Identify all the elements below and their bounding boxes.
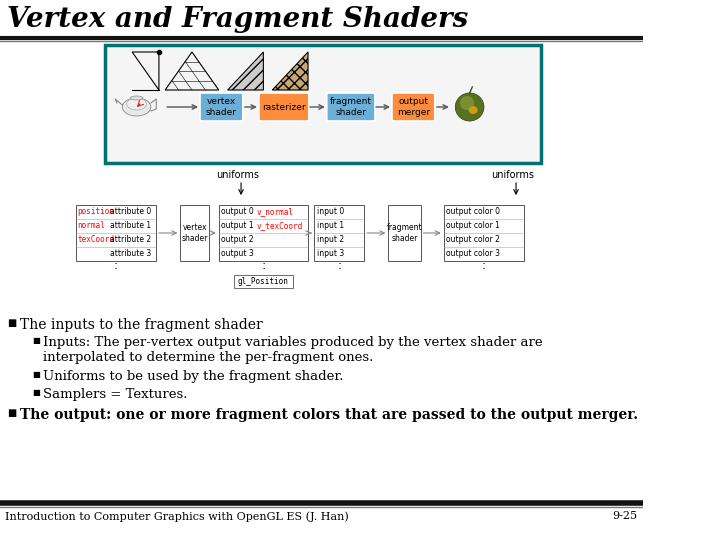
Text: output color 2: output color 2 <box>446 235 500 245</box>
FancyBboxPatch shape <box>314 205 364 261</box>
Text: input 0: input 0 <box>317 207 344 217</box>
Text: v_texCoord: v_texCoord <box>256 221 302 231</box>
Text: fragment
shader: fragment shader <box>387 224 422 242</box>
Text: attribute 0: attribute 0 <box>110 207 151 217</box>
FancyBboxPatch shape <box>392 93 435 121</box>
FancyBboxPatch shape <box>219 205 308 261</box>
Polygon shape <box>228 52 264 90</box>
Text: :: : <box>482 259 486 272</box>
Text: ■: ■ <box>7 318 17 328</box>
Text: output color 0: output color 0 <box>446 207 500 217</box>
Text: normal: normal <box>78 221 105 231</box>
Polygon shape <box>272 52 308 90</box>
Text: ■: ■ <box>32 370 40 379</box>
Text: vertex
shader: vertex shader <box>181 224 208 242</box>
Text: :: : <box>114 259 118 272</box>
Text: The output: one or more fragment colors that are passed to the output merger.: The output: one or more fragment colors … <box>19 408 638 422</box>
Text: input 1: input 1 <box>317 221 344 231</box>
Text: gl_Position: gl_Position <box>238 276 289 286</box>
Ellipse shape <box>455 93 484 121</box>
FancyBboxPatch shape <box>388 205 420 261</box>
Text: output 0: output 0 <box>220 207 253 217</box>
Text: vertex
shader: vertex shader <box>206 97 237 117</box>
Ellipse shape <box>122 98 151 116</box>
Text: ■: ■ <box>7 408 17 418</box>
Text: output color 1: output color 1 <box>446 221 500 231</box>
Text: uniforms: uniforms <box>216 170 259 180</box>
FancyBboxPatch shape <box>327 93 375 121</box>
Text: Uniforms to be used by the fragment shader.: Uniforms to be used by the fragment shad… <box>43 370 343 383</box>
Text: output 2: output 2 <box>220 235 253 245</box>
Text: input 3: input 3 <box>317 249 344 259</box>
Text: texCoord: texCoord <box>78 235 114 245</box>
Text: :: : <box>261 259 266 272</box>
Ellipse shape <box>127 98 146 110</box>
Ellipse shape <box>460 96 474 110</box>
FancyBboxPatch shape <box>259 93 309 121</box>
Text: output 1: output 1 <box>220 221 253 231</box>
Text: attribute 3: attribute 3 <box>110 249 151 259</box>
Text: 9-25: 9-25 <box>612 511 637 521</box>
Text: attribute 2: attribute 2 <box>110 235 151 245</box>
Text: interpolated to determine the per-fragment ones.: interpolated to determine the per-fragme… <box>43 351 373 364</box>
Text: attribute 1: attribute 1 <box>110 221 151 231</box>
Text: The inputs to the fragment shader: The inputs to the fragment shader <box>19 318 262 332</box>
Text: Introduction to Computer Graphics with OpenGL ES (J. Han): Introduction to Computer Graphics with O… <box>5 511 349 522</box>
Ellipse shape <box>130 96 143 100</box>
FancyBboxPatch shape <box>105 45 541 163</box>
Text: input 2: input 2 <box>317 235 344 245</box>
Text: Inputs: The per-vertex output variables produced by the vertex shader are: Inputs: The per-vertex output variables … <box>43 336 542 349</box>
FancyBboxPatch shape <box>200 93 243 121</box>
FancyBboxPatch shape <box>76 205 156 261</box>
Text: Vertex and Fragment Shaders: Vertex and Fragment Shaders <box>7 6 469 33</box>
FancyBboxPatch shape <box>444 205 524 261</box>
Text: rasterizer: rasterizer <box>262 103 306 111</box>
Text: ■: ■ <box>32 388 40 397</box>
Text: output
merger: output merger <box>397 97 430 117</box>
Text: Samplers = Textures.: Samplers = Textures. <box>43 388 187 401</box>
Text: :: : <box>337 259 341 272</box>
FancyBboxPatch shape <box>180 205 209 261</box>
Text: ■: ■ <box>32 336 40 345</box>
Text: output color 3: output color 3 <box>446 249 500 259</box>
Text: position: position <box>78 207 114 217</box>
Text: output 3: output 3 <box>220 249 253 259</box>
Ellipse shape <box>469 106 477 114</box>
Text: v_normal: v_normal <box>256 207 293 217</box>
FancyBboxPatch shape <box>234 274 293 287</box>
Text: uniforms: uniforms <box>491 170 534 180</box>
Text: fragment
shader: fragment shader <box>330 97 372 117</box>
